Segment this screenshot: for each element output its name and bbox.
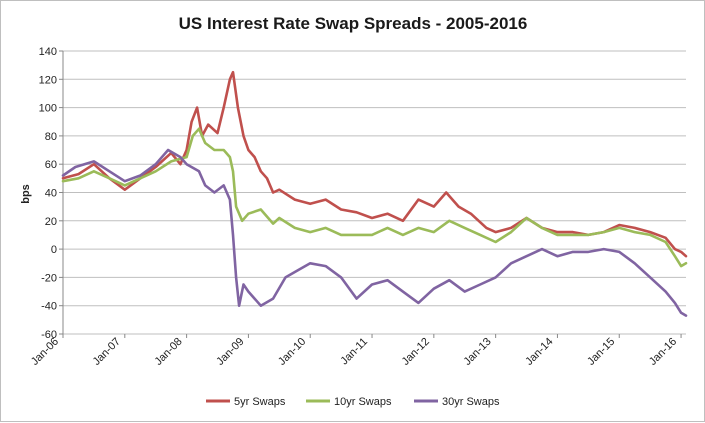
legend-label: 5yr Swaps (234, 396, 286, 408)
x-tick-label: Jan-09 (214, 336, 246, 368)
legend-label: 10yr Swaps (334, 396, 392, 408)
y-axis-label: bps (20, 184, 32, 204)
y-tick-label: -20 (41, 272, 57, 284)
y-tick-label: 80 (45, 131, 57, 143)
x-tick-label: Jan-16 (647, 336, 679, 368)
series-line-3 (61, 148, 688, 317)
legend: 5yr Swaps 10yr Swaps 30yr Swaps (206, 396, 500, 408)
x-tick-label: Jan-10 (276, 336, 308, 368)
series-line-1 (61, 70, 688, 258)
x-tick-label: Jan-07 (91, 336, 123, 368)
x-tick-label: Jan-12 (400, 336, 432, 368)
y-tick-label: -40 (41, 301, 57, 313)
series-line-2 (61, 127, 688, 268)
y-tick-label: 40 (45, 188, 57, 200)
y-tick-label: 0 (51, 244, 57, 256)
legend-label: 30yr Swaps (442, 396, 500, 408)
y-tick-label: 100 (39, 103, 57, 115)
x-tick-label: Jan-11 (338, 336, 370, 368)
y-tick-label: 20 (45, 216, 57, 228)
y-tick-label: -60 (41, 329, 57, 341)
y-tick-label: 120 (39, 74, 57, 86)
y-axis-ticks: -60 -40 -20 0 20 40 60 80 100 120 140 (39, 46, 63, 341)
x-tick-label: Jan-15 (585, 336, 617, 368)
chart-title: US Interest Rate Swap Spreads - 2005-201… (179, 14, 528, 33)
y-tick-label: 60 (45, 159, 57, 171)
y-tick-label: 140 (39, 46, 57, 58)
x-tick-label: Jan-13 (461, 336, 493, 368)
series-lines (61, 70, 688, 317)
x-tick-label: Jan-14 (523, 336, 555, 368)
grid-lines (62, 50, 686, 335)
x-axis-ticks: Jan-06 Jan-07 Jan-08 Jan-09 Jan-10 Jan-11 Jan-… (29, 334, 682, 368)
x-tick-label: Jan-08 (152, 336, 184, 368)
